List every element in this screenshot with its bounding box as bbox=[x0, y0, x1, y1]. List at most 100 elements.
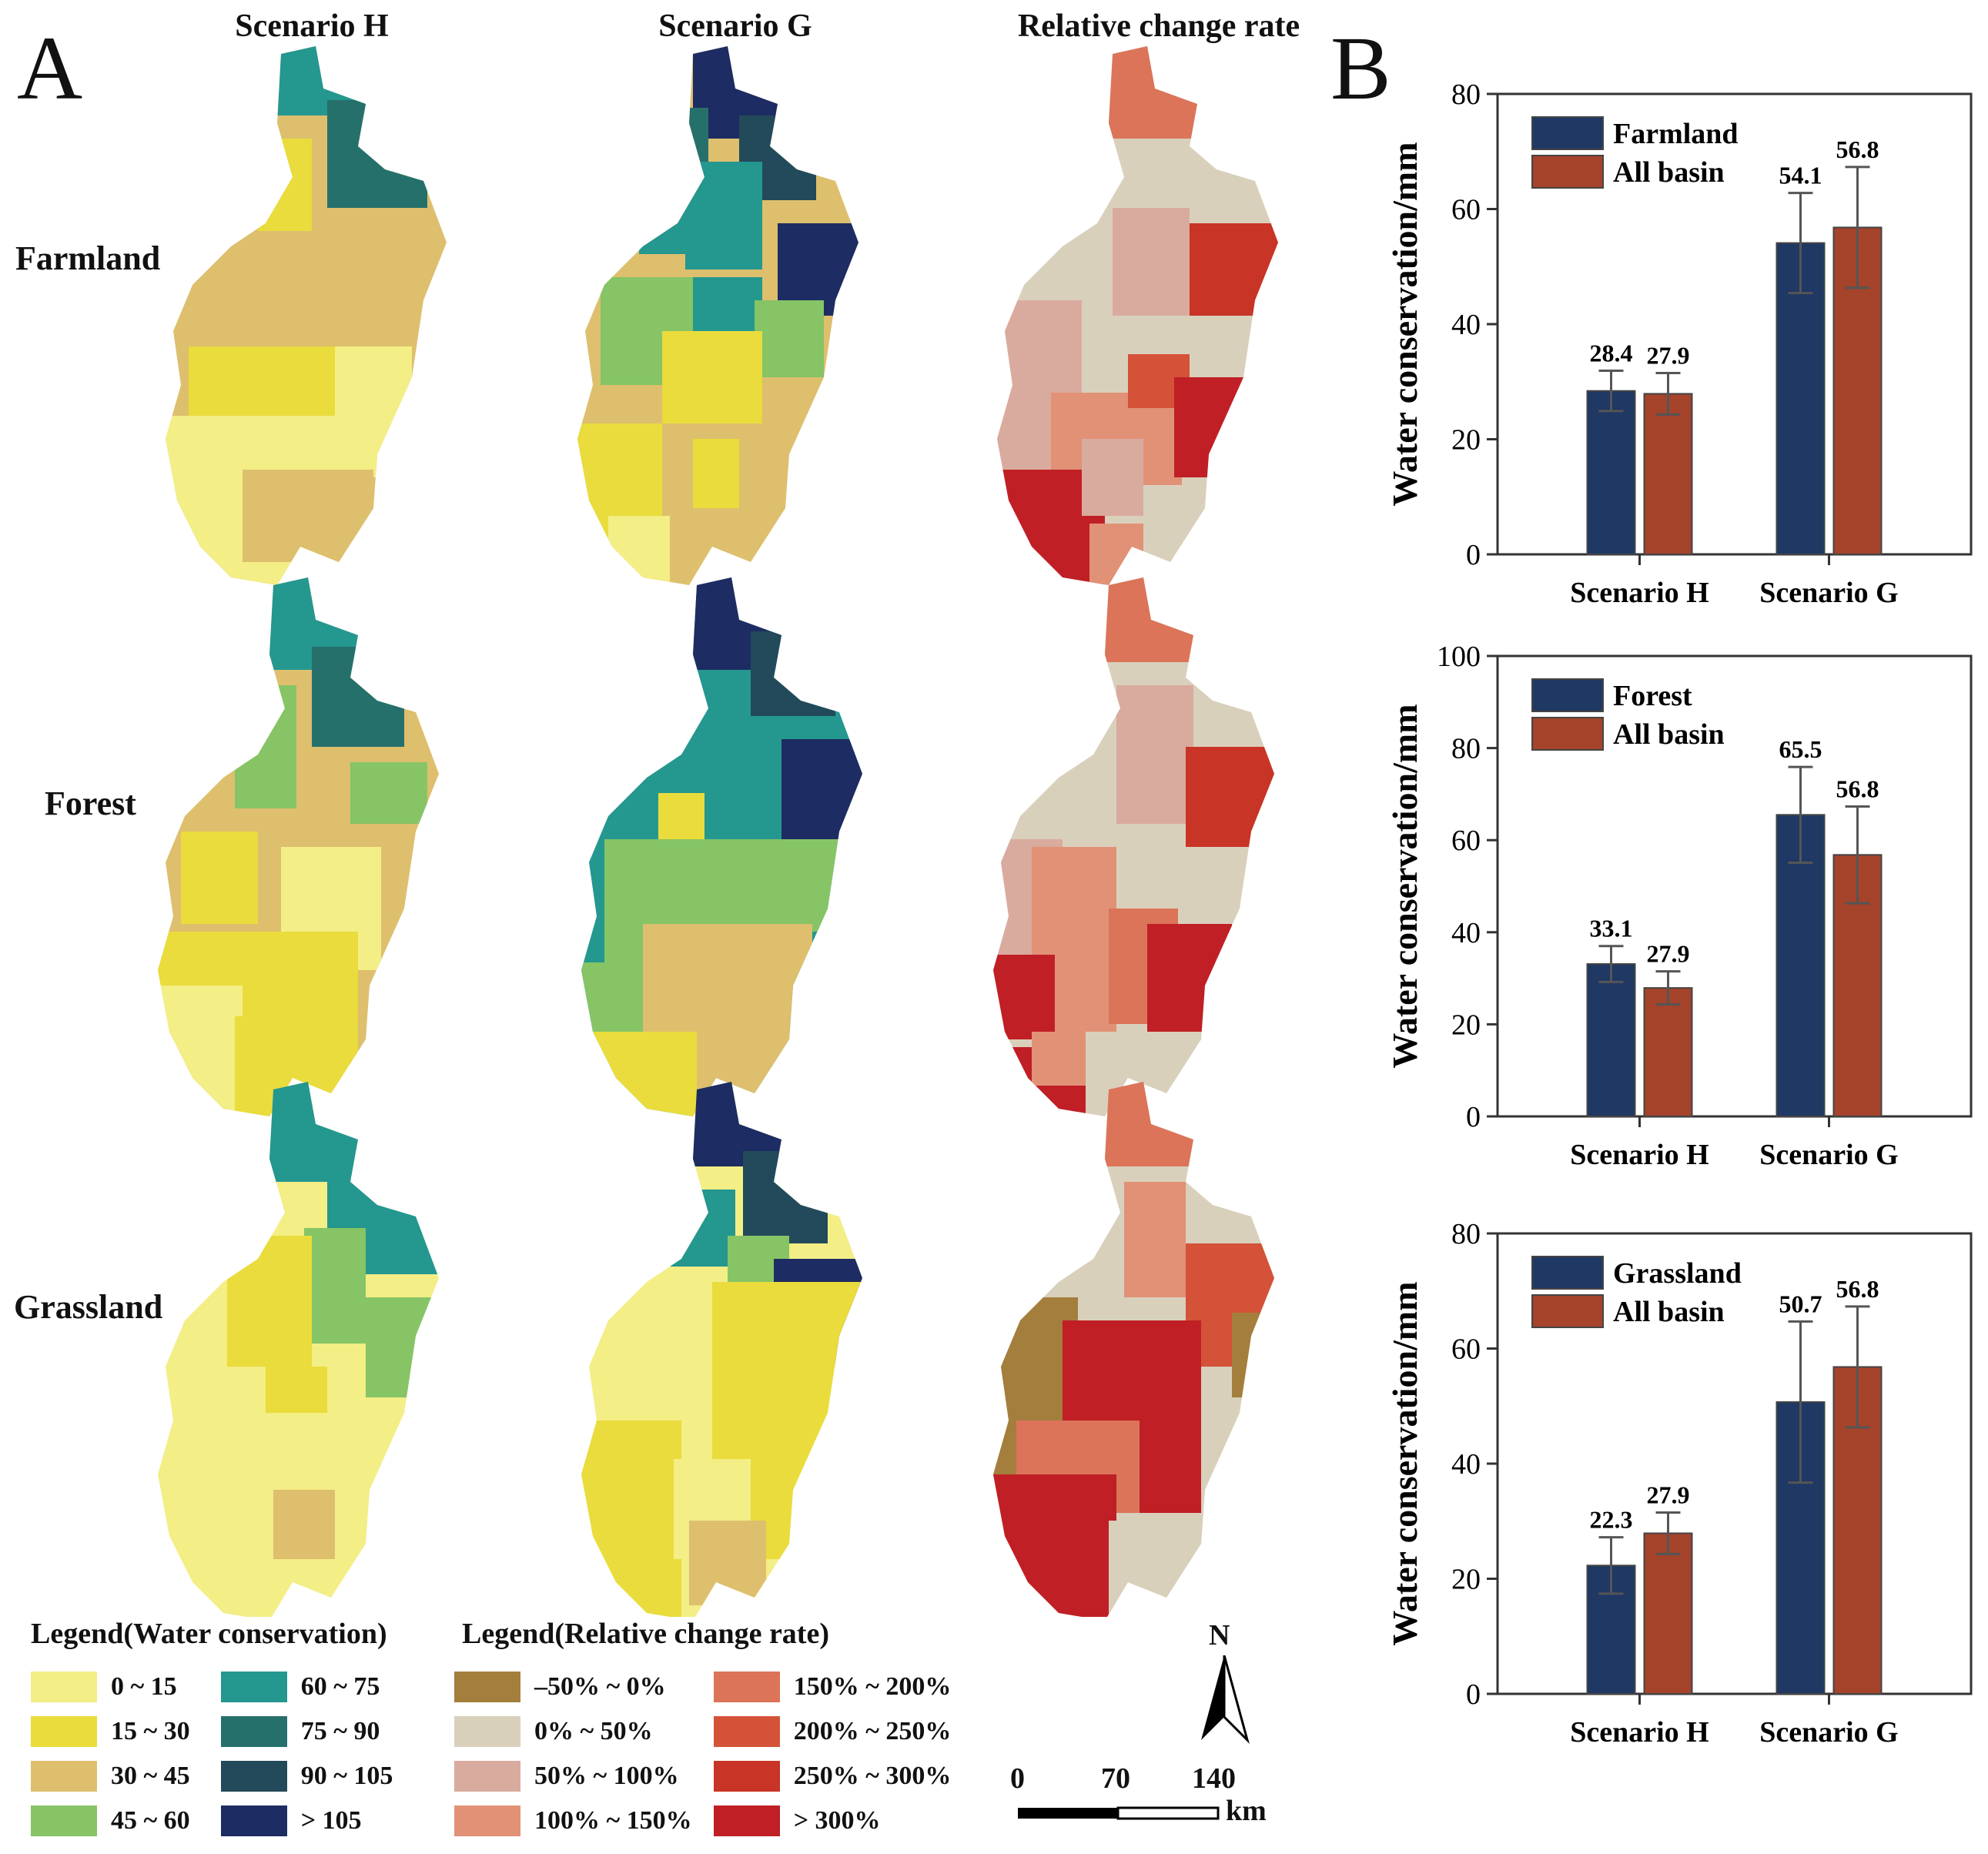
y-tick-label: 80 bbox=[1451, 733, 1481, 765]
legend-water-item: 60 ~ 75 bbox=[220, 1669, 393, 1705]
legend-change-label: 50% ~ 100% bbox=[534, 1762, 679, 1790]
bar bbox=[1586, 390, 1636, 555]
legend-water-item: 90 ~ 105 bbox=[220, 1759, 393, 1794]
legend-water-grid: 0 ~ 15 15 ~ 30 30 ~ 45 45 ~ 60 60 ~ 75 7… bbox=[31, 1669, 431, 1839]
bar bbox=[1775, 814, 1826, 1118]
legend-change-label: 0% ~ 50% bbox=[534, 1717, 653, 1745]
legend-change-swatch bbox=[454, 1761, 520, 1792]
legend-swatch bbox=[1531, 116, 1604, 150]
data-label: 28.4 bbox=[1590, 340, 1633, 367]
row-label-farmland: Farmland bbox=[15, 239, 161, 277]
legend-water-swatch bbox=[31, 1672, 97, 1702]
y-tick-label: 80 bbox=[1451, 1218, 1481, 1250]
x-tick-label: Scenario H bbox=[1570, 1716, 1709, 1749]
panel-b-letter: B bbox=[1330, 18, 1391, 119]
scale-tick-0: 0 bbox=[1010, 1762, 1025, 1795]
panel-a-letter: A bbox=[17, 18, 83, 119]
legend-water-swatch bbox=[31, 1716, 97, 1747]
bar bbox=[1643, 1532, 1693, 1695]
y-tick-label: 40 bbox=[1451, 309, 1481, 341]
legend-water-item: 15 ~ 30 bbox=[31, 1714, 190, 1749]
data-label: 27.9 bbox=[1647, 1481, 1690, 1509]
data-label: 22.3 bbox=[1590, 1506, 1633, 1534]
legend-change-item: 250% ~ 300% bbox=[713, 1759, 952, 1794]
legend-change-item: 150% ~ 200% bbox=[713, 1669, 952, 1705]
data-label: 27.9 bbox=[1647, 940, 1690, 968]
legend-swatch bbox=[1531, 678, 1604, 712]
x-tick-label: Scenario G bbox=[1759, 577, 1898, 609]
legend-water-swatch bbox=[220, 1761, 287, 1792]
legend-label: Farmland bbox=[1613, 118, 1739, 150]
legend-water-swatch bbox=[220, 1672, 287, 1702]
y-tick-label: 60 bbox=[1451, 825, 1481, 857]
legend-change-label: 150% ~ 200% bbox=[793, 1672, 952, 1701]
legend-change-swatch bbox=[454, 1805, 520, 1836]
column-title-scenario-h: Scenario H bbox=[235, 8, 389, 44]
y-tick-label: 80 bbox=[1451, 79, 1481, 111]
legend-label: All basin bbox=[1613, 718, 1725, 751]
legend-change-item: –50% ~ 0% bbox=[454, 1669, 692, 1705]
y-tick-label: 0 bbox=[1466, 1101, 1481, 1133]
y-tick-label: 0 bbox=[1466, 539, 1481, 571]
y-tick-label: 20 bbox=[1451, 1564, 1481, 1596]
legend-water-item: > 105 bbox=[220, 1803, 393, 1839]
y-axis-label: Water conservation/mm bbox=[1385, 704, 1424, 1068]
data-label: 56.8 bbox=[1836, 136, 1879, 163]
legend-label: Forest bbox=[1613, 680, 1692, 712]
y-tick-label: 40 bbox=[1451, 1448, 1481, 1481]
data-label: 65.5 bbox=[1779, 735, 1822, 763]
legend-swatch bbox=[1531, 717, 1604, 751]
legend-change-item: > 300% bbox=[713, 1803, 952, 1839]
legend-water-label: 75 ~ 90 bbox=[300, 1717, 380, 1745]
data-label: 50.7 bbox=[1779, 1290, 1822, 1317]
legend-water-label: 15 ~ 30 bbox=[111, 1717, 190, 1745]
legend-water-swatch bbox=[220, 1716, 287, 1747]
legend-change-label: 100% ~ 150% bbox=[534, 1806, 692, 1835]
legend-water-item: 30 ~ 45 bbox=[31, 1759, 190, 1794]
legend-change-title: Legend(Relative change rate) bbox=[462, 1618, 829, 1650]
scale-tick-140: 140 bbox=[1192, 1762, 1236, 1795]
y-tick-label: 20 bbox=[1451, 1009, 1481, 1041]
x-tick-label: Scenario H bbox=[1570, 577, 1709, 609]
legend-water-title: Legend(Water conservation) bbox=[31, 1618, 387, 1650]
legend-water-label: 45 ~ 60 bbox=[111, 1806, 190, 1835]
legend-change-label: 200% ~ 250% bbox=[793, 1717, 952, 1745]
legend-change-label: 250% ~ 300% bbox=[793, 1762, 952, 1790]
y-axis-label: Water conservation/mm bbox=[1385, 142, 1424, 506]
scale-unit: km bbox=[1226, 1795, 1267, 1827]
data-label: 56.8 bbox=[1836, 775, 1879, 803]
legend-change-item: 50% ~ 100% bbox=[454, 1759, 692, 1794]
bar bbox=[1775, 1401, 1826, 1695]
legend-water-item: 75 ~ 90 bbox=[220, 1714, 393, 1749]
north-label: N bbox=[1209, 1619, 1230, 1652]
column-title-relative-change: Relative change rate bbox=[1017, 8, 1300, 44]
legend-water-label: 60 ~ 75 bbox=[300, 1672, 380, 1701]
legend-water-label: 0 ~ 15 bbox=[111, 1672, 177, 1701]
scale-tick-70: 70 bbox=[1101, 1762, 1130, 1795]
legend-change-item: 100% ~ 150% bbox=[454, 1803, 692, 1839]
x-tick-label: Scenario G bbox=[1759, 1716, 1898, 1749]
legend-label: All basin bbox=[1613, 1296, 1725, 1328]
data-label: 33.1 bbox=[1590, 915, 1633, 942]
legend-change-label: > 300% bbox=[793, 1806, 881, 1835]
legend-water-label: 90 ~ 105 bbox=[300, 1762, 393, 1790]
legend-swatch bbox=[1531, 155, 1604, 189]
legend-swatch bbox=[1531, 1294, 1604, 1328]
legend-water-swatch bbox=[31, 1761, 97, 1792]
legend-change-swatch bbox=[713, 1672, 780, 1702]
legend-swatch bbox=[1531, 1256, 1604, 1290]
y-tick-label: 100 bbox=[1437, 641, 1481, 673]
legend-change-swatch bbox=[713, 1716, 780, 1747]
legend-change-label: –50% ~ 0% bbox=[534, 1672, 666, 1701]
row-label-forest: Forest bbox=[45, 785, 136, 822]
legend-label: Grassland bbox=[1613, 1257, 1742, 1290]
legend-water-label: 30 ~ 45 bbox=[111, 1762, 190, 1790]
legend-water-swatch bbox=[31, 1805, 97, 1836]
y-tick-label: 0 bbox=[1466, 1678, 1481, 1711]
data-label: 56.8 bbox=[1836, 1275, 1879, 1303]
legend-change-swatch bbox=[454, 1716, 520, 1747]
legend-change-swatch bbox=[713, 1805, 780, 1836]
legend-change-swatch bbox=[713, 1761, 780, 1792]
legend-label: All basin bbox=[1613, 156, 1725, 189]
legend-change-item: 200% ~ 250% bbox=[713, 1714, 952, 1749]
